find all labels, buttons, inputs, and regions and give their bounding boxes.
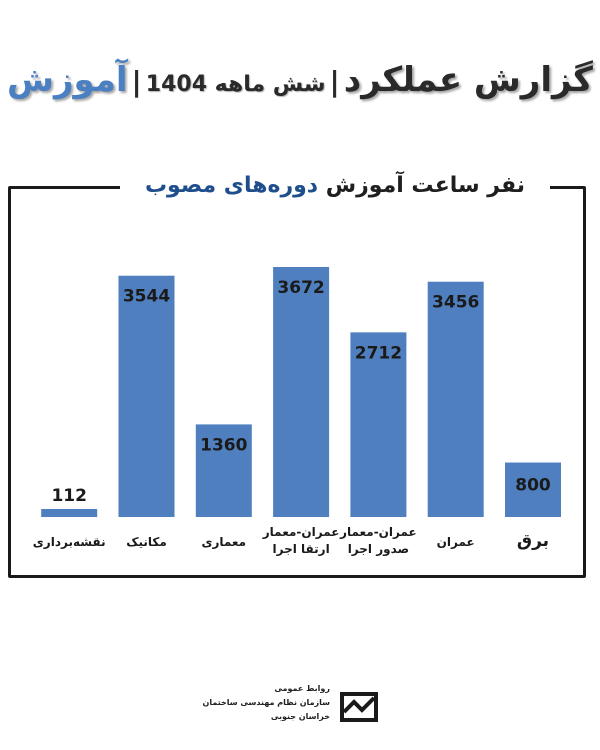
bar-1	[505, 462, 561, 517]
organization-logo-icon	[340, 692, 378, 722]
footer-line1: روابط عمومی	[274, 684, 330, 693]
chart-title-part1: نفر ساعت آموزش	[325, 173, 526, 198]
bar-6	[118, 275, 175, 517]
category-label-2: عمران	[437, 535, 475, 549]
header-separator-2: |	[131, 65, 142, 98]
report-header: گزارش عملکرد|شش ماهه 1404|آموزش	[0, 60, 600, 110]
footer: روابط عمومی سازمان نظام مهندسی ساختمان خ…	[203, 682, 380, 732]
footer-text: روابط عمومی سازمان نظام مهندسی ساختمان خ…	[203, 682, 330, 724]
bar-value-label-6: 3544	[123, 287, 170, 307]
bar-value-label-4: 3672	[277, 278, 324, 298]
chart-title-part2: دوره‌های مصوب	[144, 173, 319, 198]
header-section: آموزش	[7, 60, 128, 100]
category-label-4: عمران-معمار ارتقا اجرا	[262, 525, 340, 556]
category-label-5: معماری	[201, 535, 246, 549]
header-separator-1: |	[329, 65, 340, 98]
bar-value-label-3: 2712	[355, 343, 402, 363]
bar-value-label-7: 112	[51, 486, 87, 506]
bar-value-label-5: 1360	[200, 435, 247, 455]
bar-value-label-1: 800	[515, 476, 551, 496]
bar-4	[273, 267, 330, 517]
bar-3	[350, 332, 407, 517]
chart-title: نفر ساعت آموزش دوره‌های مصوب	[120, 166, 550, 206]
header-subtitle: شش ماهه 1404	[145, 72, 326, 97]
footer-line2: سازمان نظام مهندسی ساختمان	[202, 698, 330, 707]
bar-value-label-2: 3456	[432, 293, 479, 313]
bar-2	[427, 281, 484, 517]
footer-line3: خراسان جنوبی	[270, 712, 330, 721]
category-label-7: نقشه‌برداری	[33, 535, 106, 549]
header-title: گزارش عملکرد	[343, 60, 593, 100]
bar-5	[195, 424, 252, 517]
bar-7	[41, 509, 98, 517]
category-label-6: مکانیک	[126, 535, 167, 549]
category-label-3: عمران-معمار صدور اجرا	[339, 525, 417, 557]
category-label-1: برق	[517, 531, 549, 551]
